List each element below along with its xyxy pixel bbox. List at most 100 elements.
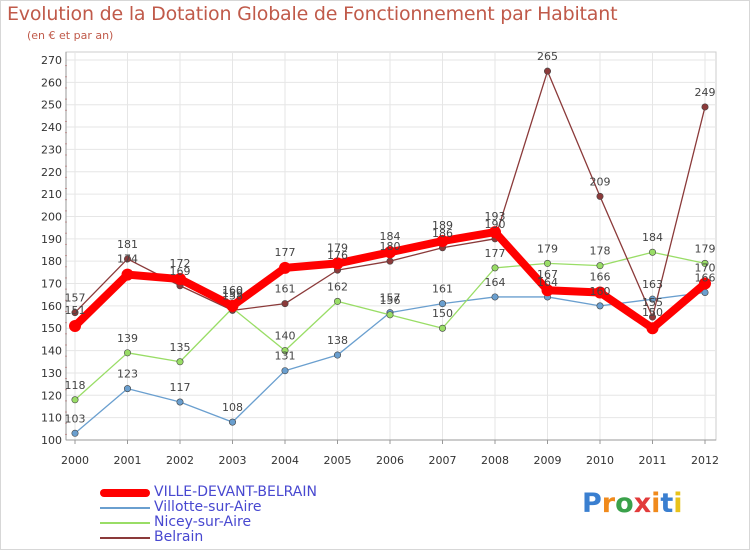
data-point bbox=[491, 293, 499, 301]
x-tick-label: 2003 bbox=[219, 454, 247, 467]
logo-letter: i bbox=[651, 488, 661, 519]
data-label: 138 bbox=[327, 334, 348, 347]
data-label: 166 bbox=[590, 270, 611, 283]
y-tick-label: 140 bbox=[41, 345, 62, 358]
logo-letter: o bbox=[615, 488, 634, 519]
x-tick-label: 2009 bbox=[534, 454, 562, 467]
data-label: 151 bbox=[65, 304, 86, 317]
data-point bbox=[71, 429, 79, 437]
legend-item: Villotte-sur-Aire bbox=[100, 500, 317, 515]
legend-item: Belrain bbox=[100, 530, 317, 545]
legend-label: Belrain bbox=[154, 529, 204, 545]
chart-title: Evolution de la Dotation Globale de Fonc… bbox=[7, 3, 618, 25]
x-tick-label: 2005 bbox=[324, 454, 352, 467]
data-label: 249 bbox=[695, 86, 716, 99]
data-point bbox=[489, 226, 501, 239]
x-tick-label: 2000 bbox=[61, 454, 89, 467]
data-label: 209 bbox=[590, 175, 611, 188]
y-tick-label: 270 bbox=[41, 54, 62, 67]
data-point bbox=[438, 300, 446, 308]
logo-letter: r bbox=[601, 488, 616, 519]
data-point bbox=[174, 273, 186, 286]
data-point bbox=[541, 284, 554, 297]
data-label: 163 bbox=[642, 278, 663, 291]
y-tick-label: 260 bbox=[41, 76, 62, 89]
y-tick-label: 230 bbox=[41, 143, 62, 156]
data-label: 184 bbox=[642, 231, 663, 244]
data-point bbox=[701, 259, 709, 267]
data-label: 159 bbox=[222, 287, 243, 300]
data-point bbox=[596, 262, 604, 270]
x-tick-label: 2012 bbox=[691, 454, 719, 467]
data-label: 176 bbox=[327, 249, 348, 262]
data-label: 170 bbox=[695, 262, 716, 275]
x-tick-label: 2004 bbox=[271, 454, 299, 467]
logo-letter: P bbox=[582, 488, 602, 519]
data-point bbox=[646, 322, 659, 335]
x-tick-label: 2002 bbox=[166, 454, 194, 467]
data-label: 157 bbox=[65, 292, 86, 305]
data-label: 140 bbox=[275, 330, 296, 343]
x-tick-label: 2006 bbox=[376, 454, 404, 467]
x-tick-label: 2008 bbox=[481, 454, 509, 467]
data-label: 160 bbox=[222, 284, 243, 297]
data-point bbox=[69, 320, 81, 332]
data-point bbox=[648, 313, 656, 321]
data-label: 131 bbox=[275, 350, 296, 363]
data-point bbox=[701, 103, 709, 111]
data-label: 150 bbox=[432, 307, 453, 320]
data-point bbox=[386, 257, 394, 265]
legend-swatch bbox=[100, 536, 150, 539]
data-label: 160 bbox=[590, 285, 611, 298]
data-label: 161 bbox=[275, 283, 296, 296]
legend-item: Nicey-sur-Aire bbox=[100, 515, 317, 530]
data-point bbox=[124, 349, 132, 357]
data-label: 178 bbox=[590, 245, 611, 258]
y-tick-label: 110 bbox=[41, 412, 62, 425]
data-label: 189 bbox=[432, 219, 453, 232]
data-point bbox=[436, 235, 449, 248]
data-point bbox=[438, 324, 446, 332]
x-tick-label: 2007 bbox=[429, 454, 457, 467]
data-label: 108 bbox=[222, 401, 243, 414]
data-label: 169 bbox=[170, 265, 191, 278]
y-tick-label: 160 bbox=[41, 300, 62, 313]
data-label: 157 bbox=[380, 292, 401, 305]
y-tick-label: 250 bbox=[41, 99, 62, 112]
data-point bbox=[279, 261, 291, 274]
data-label: 177 bbox=[275, 246, 296, 259]
data-point bbox=[648, 295, 656, 303]
data-label: 179 bbox=[327, 241, 348, 254]
data-point bbox=[281, 367, 289, 375]
data-point bbox=[124, 255, 132, 263]
data-point bbox=[281, 347, 289, 355]
data-point bbox=[121, 268, 134, 281]
data-label: 135 bbox=[170, 341, 191, 354]
data-point bbox=[594, 286, 606, 299]
data-point bbox=[386, 311, 394, 319]
chart-subtitle: (en € et par an) bbox=[27, 29, 114, 42]
data-label: 158 bbox=[222, 289, 243, 302]
data-label: 193 bbox=[485, 210, 506, 223]
data-point bbox=[648, 248, 656, 256]
x-tick-label: 2011 bbox=[639, 454, 667, 467]
data-point bbox=[491, 264, 499, 272]
x-tick-label: 2001 bbox=[114, 454, 142, 467]
data-point bbox=[331, 257, 344, 270]
y-tick-label: 150 bbox=[41, 322, 62, 335]
data-label: 161 bbox=[432, 283, 453, 296]
y-tick-label: 210 bbox=[41, 188, 62, 201]
data-label: 174 bbox=[117, 253, 138, 266]
data-label: 164 bbox=[485, 276, 506, 289]
data-label: 150 bbox=[642, 306, 663, 319]
data-point bbox=[229, 418, 237, 426]
logo-letter: i bbox=[673, 488, 683, 519]
data-point bbox=[281, 300, 289, 308]
y-tick-label: 240 bbox=[41, 121, 62, 134]
logo-letter: t bbox=[660, 488, 674, 519]
data-point bbox=[333, 351, 341, 359]
data-point bbox=[543, 67, 551, 75]
data-point bbox=[176, 398, 184, 406]
data-label: 186 bbox=[432, 227, 453, 240]
data-label: 184 bbox=[380, 230, 401, 243]
